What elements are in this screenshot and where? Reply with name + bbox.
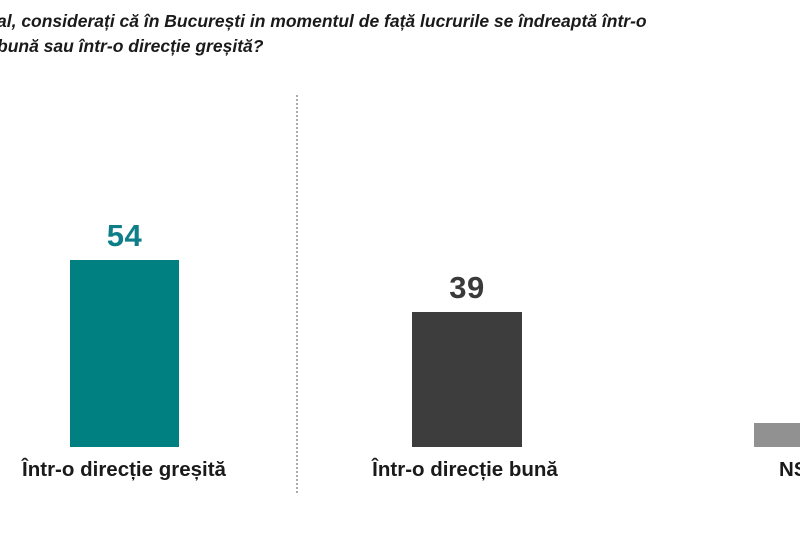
plot-area: 54 39 <box>70 220 800 447</box>
bar-directie-gresita <box>70 260 179 447</box>
bar-group-directie-buna: 39 <box>412 272 522 447</box>
category-label-ns: NS <box>779 458 800 481</box>
bar-group-directie-gresita: 54 <box>70 220 179 447</box>
vertical-dotted-separator <box>296 95 298 493</box>
chart-title-line1: al, considerați că în București in momen… <box>0 11 647 31</box>
category-label-directie-buna: Într-o direcție bună <box>372 458 558 481</box>
bar-directie-buna <box>412 312 522 447</box>
chart-title-line2: bună sau într-o direcție greșită? <box>0 36 264 56</box>
value-label-directie-gresita: 54 <box>106 218 143 253</box>
bar-group-ns <box>754 423 800 447</box>
chart-title: al, considerați că în București in momen… <box>0 9 677 59</box>
bar-ns <box>754 423 800 447</box>
value-label-directie-buna: 39 <box>449 270 485 305</box>
category-label-directie-gresita: Într-o direcție greșită <box>22 458 226 481</box>
